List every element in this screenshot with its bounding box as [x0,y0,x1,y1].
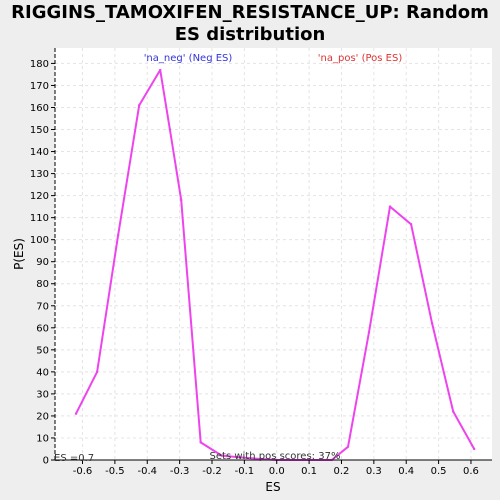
x-axis-label: ES [265,480,280,494]
data-point [137,104,141,107]
data-point [388,205,392,208]
y-tick-label: 40 [36,367,49,378]
x-ticks: -0.6 -0.5 -0.4 -0.3 -0.2 -0.1 0.0 0.1 0.2 0.3 0.4 0… [73,460,479,477]
data-point [116,234,120,237]
data-point [451,410,455,413]
y-tick-label: 0 [43,456,49,467]
x-tick-label: -0.6 [73,466,93,477]
neg-label: 'na_neg' (Neg ES) [144,53,233,64]
data-point [243,456,246,459]
x-tick-label: 0.6 [463,466,479,477]
y-tick-label: 150 [30,125,49,136]
pos-scores-annotation: Sets with pos scores: 37% [210,451,341,462]
x-tick-label: -0.2 [202,466,222,477]
x-tick-label: -0.4 [137,466,157,477]
x-tick-label: 0.0 [269,466,285,477]
x-tick-label: 0.2 [334,466,350,477]
y-tick-label: 60 [36,323,49,334]
y-tick-label: 30 [36,389,49,400]
y-tick-label: 140 [30,147,49,158]
x-tick-label: 0.3 [366,466,382,477]
y-axis-label: P(ES) [12,238,26,270]
x-tick-label: -0.3 [170,466,190,477]
axes [54,48,492,461]
data-point [159,68,162,72]
plot-background [55,48,492,460]
data-point [409,223,413,226]
data-point [95,370,99,374]
y-tick-label: 90 [36,257,49,268]
y-tick-label: 20 [36,411,49,422]
y-tick-label: 180 [30,59,49,70]
y-tick-label: 110 [30,213,49,224]
y-tick-label: 70 [36,301,49,312]
x-tick-label: 0.1 [301,466,317,477]
data-point [346,445,350,448]
y-tick-label: 100 [30,235,49,246]
y-tick-label: 10 [36,433,49,444]
x-tick-label: 0.5 [431,466,447,477]
y-tick-label: 170 [30,81,49,92]
y-tick-label: 160 [30,103,49,114]
grid-lines [55,48,492,461]
data-point [220,454,223,457]
es-marker-annotation: ES =0.7 [54,453,94,464]
data-point [168,128,172,131]
data-point [74,412,78,415]
x-tick-label: -0.1 [235,466,255,477]
series-line [75,69,476,461]
data-point [472,447,476,451]
x-tick-label: 0.4 [398,466,414,477]
y-tick-label: 80 [36,279,49,290]
data-point [180,198,183,202]
y-tick-label: 120 [30,191,49,202]
data-point [367,331,371,334]
y-tick-label: 50 [36,345,49,356]
data-point [199,441,202,444]
pos-label: 'na_pos' (Pos ES) [318,53,403,64]
y-ticks: 0 10 20 30 40 50 60 70 80 90 100 110 120 130 140 150 160… [30,59,55,467]
data-point [430,322,434,325]
y-tick-label: 130 [30,169,49,180]
chart-title: RIGGINS_TAMOXIFEN_RESISTANCE_UP: Random … [11,2,489,45]
x-tick-label: -0.5 [105,466,125,477]
